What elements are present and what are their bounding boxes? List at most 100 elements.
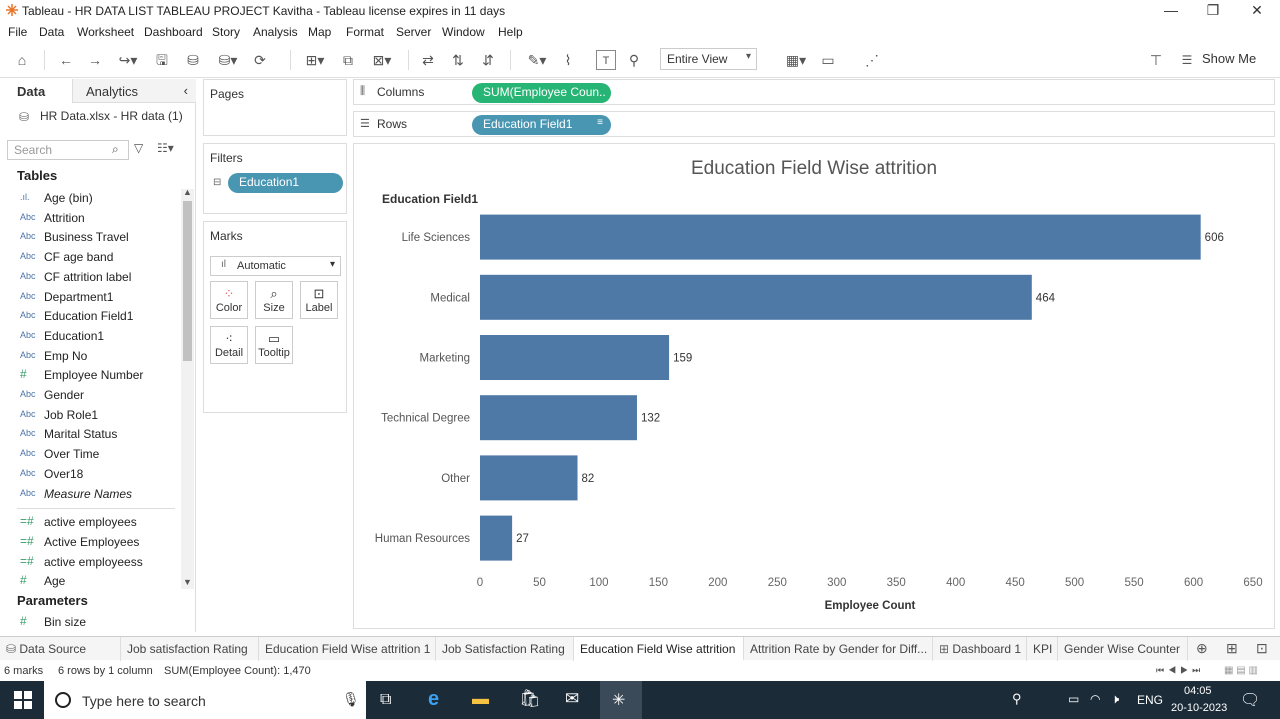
forward-icon[interactable]: → [88, 52, 102, 68]
field-item[interactable]: Abc Business Travel [0, 228, 180, 248]
task-view-icon[interactable]: ⧉ [380, 691, 392, 708]
menu-window[interactable]: Window [442, 25, 485, 39]
field-item[interactable]: =# Active Employees [0, 533, 180, 553]
pages-card[interactable]: Pages [203, 79, 347, 136]
menu-server[interactable]: Server [396, 25, 432, 39]
show-cards-icon[interactable]: ▦▾ [785, 52, 807, 68]
field-item[interactable]: .ıl. Age (bin) [0, 189, 180, 209]
view-options-icon[interactable]: ☷▾ [157, 141, 174, 155]
sheet-nav-icons[interactable]: ⏮◀▶⏭ [1156, 665, 1205, 675]
menu-map[interactable]: Map [308, 25, 332, 39]
taskbar-search[interactable]: Type here to search 🎙 [44, 681, 366, 719]
show-me-button[interactable]: Show Me [1202, 51, 1257, 66]
filter-pill-education[interactable]: Education1 [228, 173, 343, 193]
home-icon[interactable]: ⌂ [17, 52, 27, 68]
fit-select[interactable]: Entire View ▾ [660, 48, 757, 70]
save-icon[interactable]: 🖫 [156, 52, 168, 68]
detail-button[interactable]: ⁖ Detail [210, 326, 248, 364]
menu-story[interactable]: Story [212, 25, 241, 39]
swap-icon[interactable]: ⇄ [422, 52, 434, 68]
group-icon[interactable]: ⌇ [564, 52, 572, 68]
scrollbar[interactable]: ▲ ▼ [181, 187, 194, 589]
tab-kpi[interactable]: KPI [1027, 637, 1058, 661]
microphone-icon[interactable]: 🎙 [342, 691, 360, 707]
menu-worksheet[interactable]: Worksheet [77, 25, 135, 39]
pause-update-icon[interactable]: ⛁▾ [218, 52, 238, 68]
color-button[interactable]: ⁘ Color [210, 281, 248, 319]
back-icon[interactable]: ← [59, 52, 73, 68]
field-item[interactable]: Abc CF attrition label [0, 268, 180, 288]
datasource-name[interactable]: HR Data.xlsx - HR data (1) [40, 109, 183, 123]
menu-help[interactable]: Help [498, 25, 523, 39]
tab-education-field-wise-attrition-1[interactable]: Education Field Wise attrition 1 [259, 637, 436, 661]
new-worksheet-icon[interactable]: ⊕ [1196, 640, 1208, 656]
columns-pill-employee-count[interactable]: SUM(Employee Coun.. [472, 83, 611, 103]
tooltip-button[interactable]: ▭ Tooltip [255, 326, 293, 364]
presentation-icon[interactable]: ▭ [821, 52, 835, 68]
menu-dashboard[interactable]: Dashboard [144, 25, 203, 39]
field-item[interactable]: # Age [0, 572, 180, 592]
new-sheet-icon[interactable]: ⊞▾ [305, 52, 325, 68]
worksheet-view[interactable]: Education Field Wise attrition Education … [353, 143, 1275, 629]
battery-icon[interactable]: ▭ [1068, 692, 1080, 706]
tab-analytics[interactable]: Analytics ‹ [72, 79, 196, 103]
clock-time[interactable]: 04:05 [1184, 685, 1212, 697]
field-item[interactable]: # Employee Number [0, 366, 180, 386]
field-item[interactable]: Abc Department1 [0, 288, 180, 308]
people-icon[interactable]: ⚲ [1012, 691, 1022, 706]
field-item[interactable]: Abc Attrition [0, 209, 180, 229]
field-item[interactable]: Abc Over Time [0, 445, 180, 465]
mark-type-select[interactable]: ıl Automatic ▾ [210, 256, 341, 276]
volume-icon[interactable]: 🕨 [1111, 691, 1120, 706]
menu-analysis[interactable]: Analysis [253, 25, 298, 39]
sort-asc-icon[interactable]: ⇅ [452, 52, 464, 68]
menu-file[interactable]: File [8, 25, 28, 39]
tab-dashboard-1[interactable]: ⊞ Dashboard 1 [933, 637, 1027, 661]
store-icon[interactable]: 🛍 [519, 689, 541, 708]
new-story-icon[interactable]: ⊡ [1256, 640, 1268, 656]
field-item[interactable]: Abc Gender [0, 386, 180, 406]
tab-job-satisfaction-rating-2[interactable]: Job Satisfaction Rating [436, 637, 574, 661]
field-item[interactable]: =# active employeess [0, 553, 180, 573]
clock-date[interactable]: 20-10-2023 [1171, 702, 1228, 714]
tab-gender-wise-counter[interactable]: Gender Wise Counter [1058, 637, 1188, 661]
highlight-icon[interactable]: ✎▾ [527, 52, 547, 68]
field-item[interactable]: Abc Emp No [0, 347, 180, 367]
refresh-icon[interactable]: ⟳ [254, 52, 266, 68]
tab-attrition-rate-by-gender[interactable]: Attrition Rate by Gender for Diff... [744, 637, 933, 661]
field-item[interactable]: Abc Measure Names [0, 485, 180, 505]
duplicate-sheet-icon[interactable]: ⧉ [343, 52, 353, 68]
show-mark-labels-icon[interactable]: T [596, 50, 616, 70]
filter-icon[interactable]: ▽ [134, 141, 144, 155]
field-item[interactable]: Abc Education Field1 [0, 307, 180, 327]
size-button[interactable]: ⌕ Size [255, 281, 293, 319]
field-item[interactable]: Abc Education1 [0, 327, 180, 347]
sort-desc-icon[interactable]: ⇵ [482, 52, 494, 68]
filters-card[interactable]: Filters ⊟ Education1 [203, 143, 347, 214]
new-dashboard-icon[interactable]: ⊞ [1226, 640, 1238, 656]
collapse-icon[interactable]: ‹ [183, 83, 188, 98]
tableau-taskbar-button[interactable]: ✳ [600, 681, 642, 719]
wifi-icon[interactable]: ◠ [1090, 692, 1101, 706]
share-icon[interactable]: ⋰ [865, 52, 879, 68]
file-explorer-icon[interactable]: ▬ [472, 689, 489, 708]
clear-sheet-icon[interactable]: ⊠▾ [372, 52, 392, 68]
new-datasource-icon[interactable]: ⛁ [187, 52, 199, 68]
pin-toolbar-icon[interactable]: ⊤ [1149, 52, 1163, 68]
redo-icon[interactable]: ↪▾ [118, 52, 138, 68]
tab-data-source[interactable]: ⛁ Data Source [0, 637, 121, 661]
tab-data[interactable]: Data [0, 79, 72, 103]
language-indicator[interactable]: ENG [1137, 693, 1164, 707]
restore-button[interactable]: ❐ [1206, 2, 1220, 18]
field-item[interactable]: # Bin size [0, 613, 180, 633]
field-item[interactable]: Abc Over18 [0, 465, 180, 485]
tab-job-satisfaction-rating[interactable]: Job satisfaction Rating [121, 637, 259, 661]
menu-format[interactable]: Format [346, 25, 385, 39]
bar-chart[interactable]: Education Field Wise attrition Education … [354, 144, 1274, 628]
minimize-button[interactable]: — [1164, 2, 1178, 18]
windows-start-icon[interactable] [14, 691, 32, 709]
field-item[interactable]: Abc Marital Status [0, 425, 180, 445]
notification-icon[interactable]: 🗨 [1240, 692, 1261, 709]
field-item[interactable]: Abc CF age band [0, 248, 180, 268]
close-button[interactable]: ✕ [1251, 2, 1263, 18]
